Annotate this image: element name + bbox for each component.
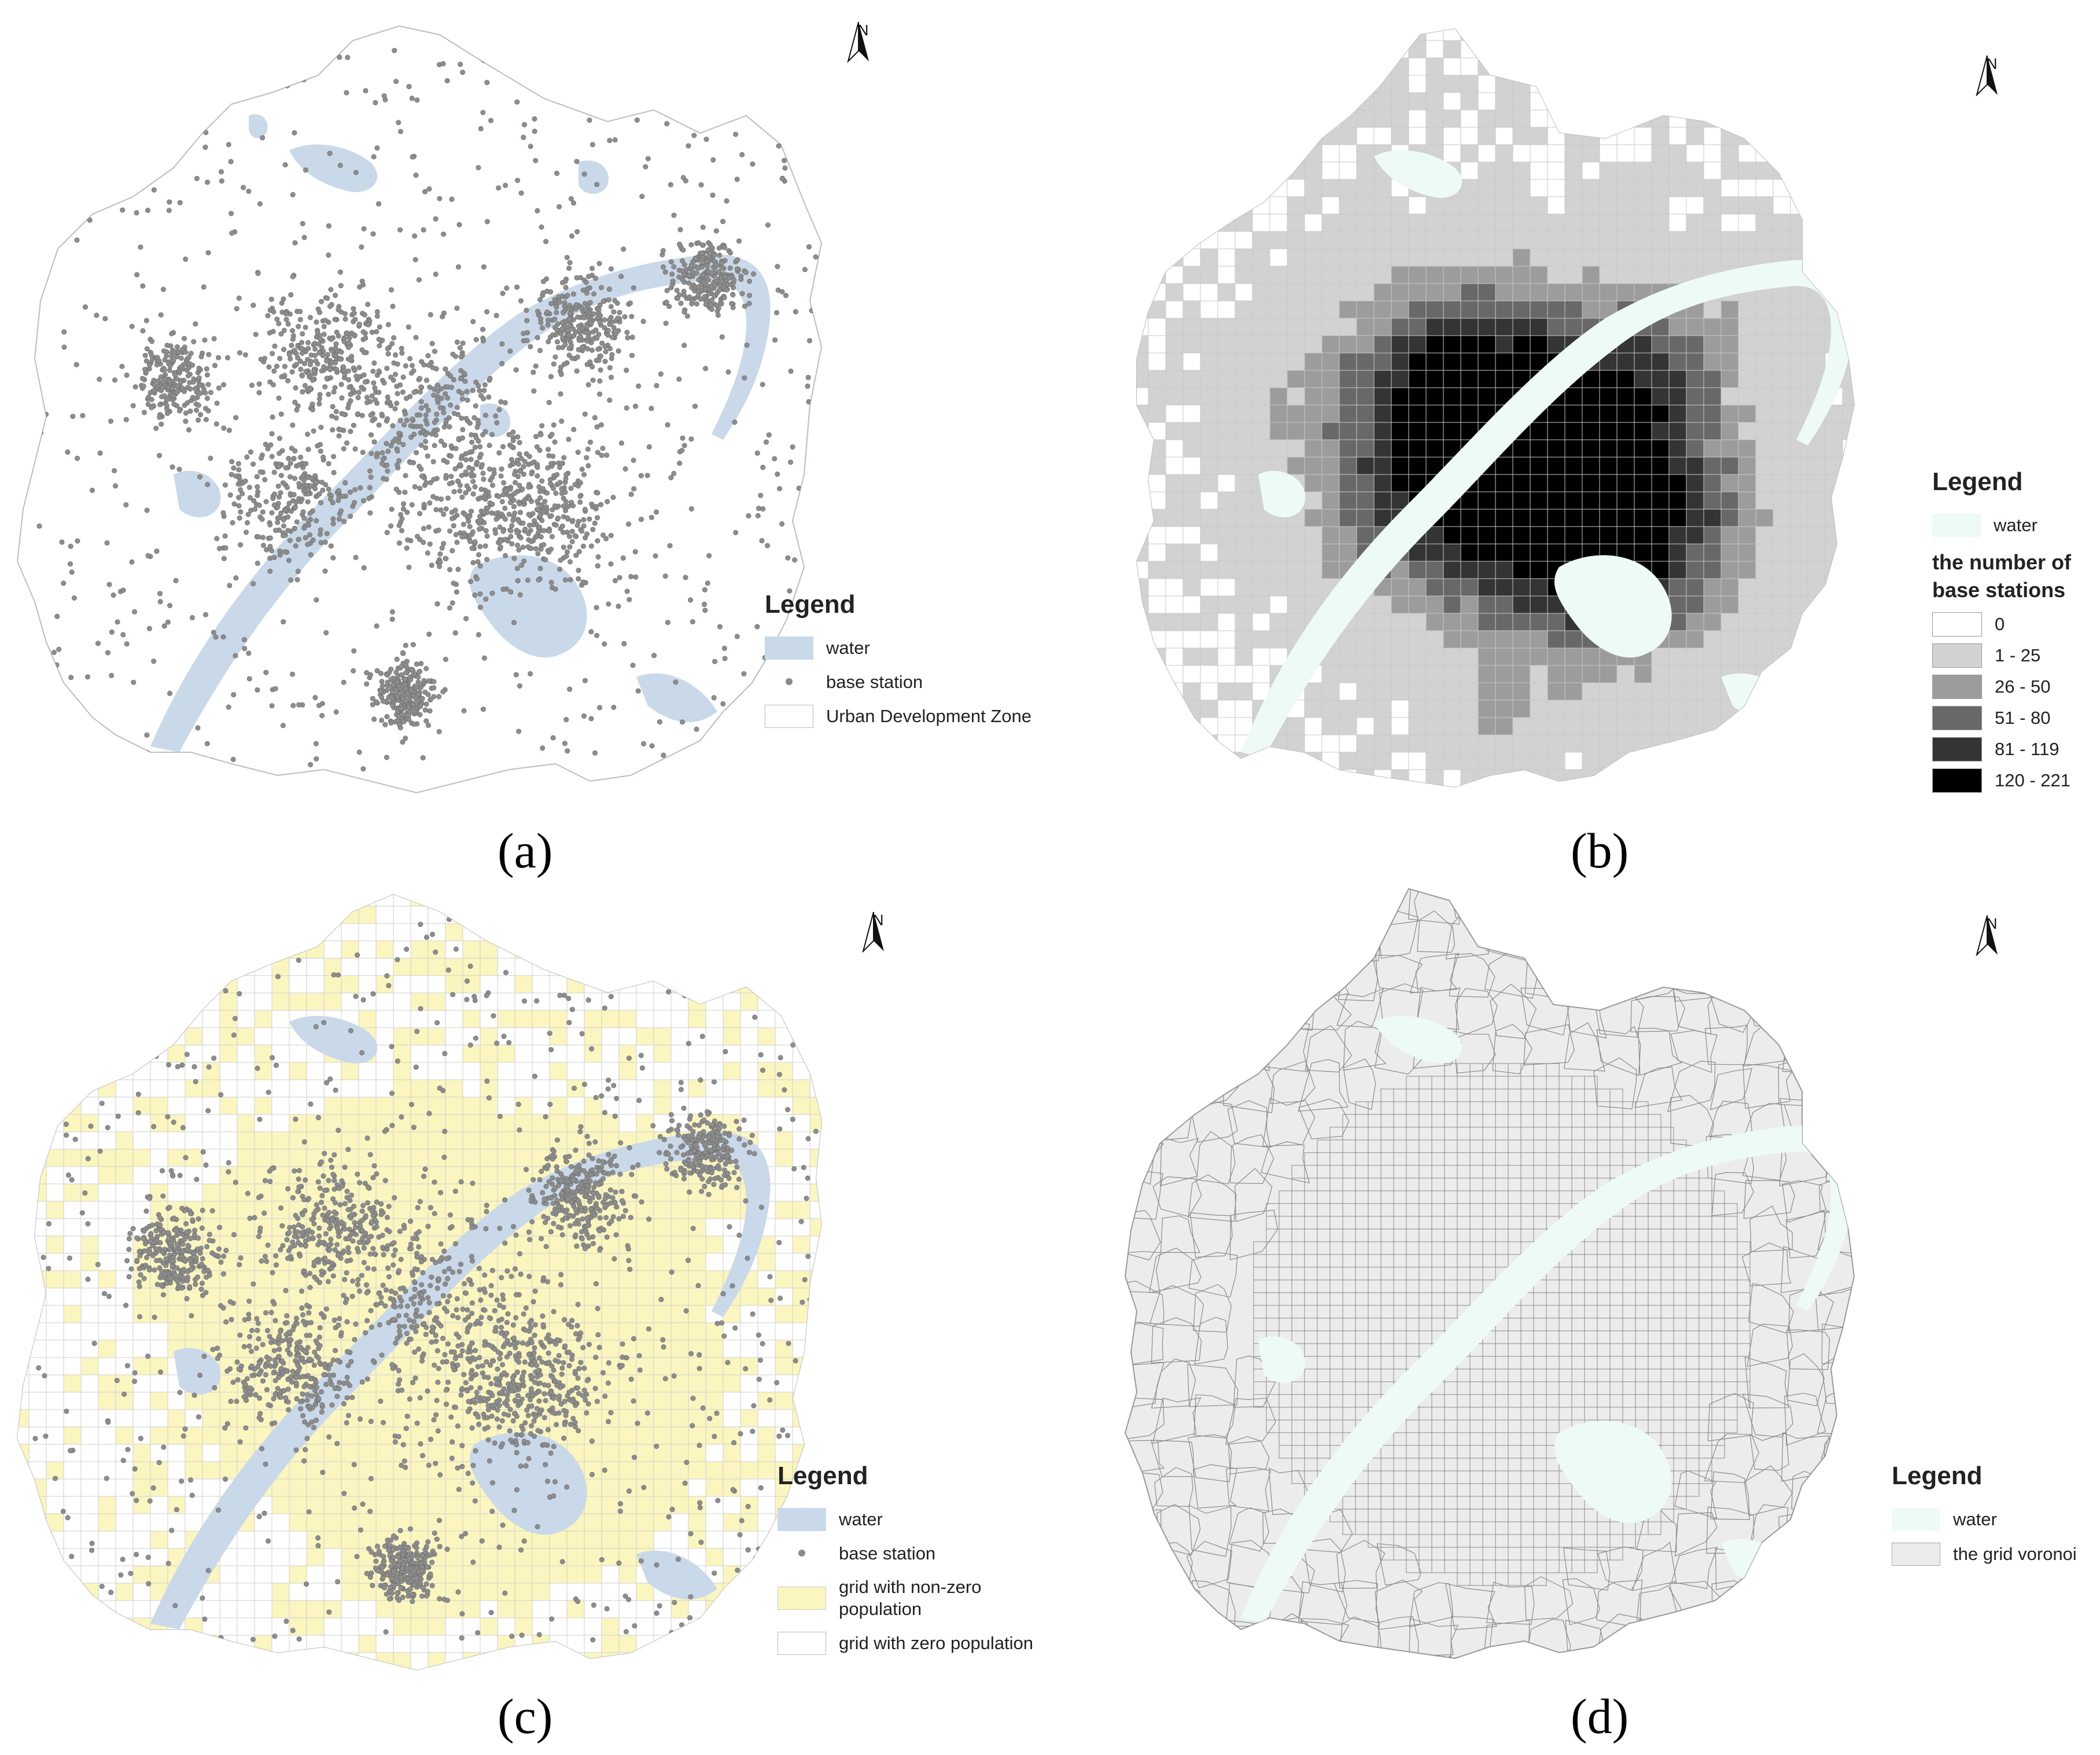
map-panel-d: N Legend water the grid voronoi (d) xyxy=(1050,877,2100,1755)
map-canvas-a xyxy=(17,25,822,793)
legend-class: 51 - 80 xyxy=(1932,706,2100,730)
legend-item-water: water xyxy=(1932,514,2100,537)
north-arrow-icon xyxy=(862,912,884,952)
legend-subtitle: the number of base stations xyxy=(1932,550,2071,602)
north-arrow-b: N xyxy=(1974,56,2009,96)
legend-item-grid-voronoi: the grid voronoi xyxy=(1892,1543,2077,1566)
legend-class: 0 xyxy=(1932,612,2100,636)
legend-title: Legend xyxy=(1932,468,2023,496)
caption-d: (d) xyxy=(1571,1688,1629,1744)
legend-item-water: water xyxy=(1892,1508,2077,1531)
legend-item-zero-grid: grid with zero population xyxy=(778,1632,1033,1655)
legend-item-water: water xyxy=(765,636,1031,660)
legend-title: Legend xyxy=(765,590,856,619)
map-panel-a: N Legend water base station Urban Develo… xyxy=(0,0,1050,878)
north-arrow-a: N xyxy=(846,22,880,62)
legend-item-urban-zone: Urban Development Zone xyxy=(765,705,1031,728)
legend-class: 81 - 119 xyxy=(1932,737,2100,761)
map-panel-c: N Legend water base station grid with no… xyxy=(0,877,1050,1755)
caption-b: (b) xyxy=(1571,823,1629,878)
legend-item-base-station: base station xyxy=(765,671,1031,693)
legend-b: Legend water the number of base stations… xyxy=(1932,468,2100,800)
water-c xyxy=(150,1016,771,1629)
legend-item-nonzero-grid: grid with non-zero population xyxy=(778,1576,1033,1620)
north-arrow-d: N xyxy=(1974,915,2009,956)
legend-item-base-station: base station xyxy=(778,1543,1033,1565)
caption-a: (a) xyxy=(498,823,553,878)
legend-title: Legend xyxy=(1892,1462,1983,1490)
north-arrow-icon xyxy=(1976,915,1998,956)
legend-item-water: water xyxy=(778,1508,1033,1531)
legend-d: Legend water the grid voronoi xyxy=(1892,1462,2077,1577)
legend-classes: 0 1 - 25 26 - 50 51 - 80 81 - 119 120 - … xyxy=(1932,612,2100,793)
map-canvas-c xyxy=(17,894,822,1671)
legend-class: 120 - 221 xyxy=(1932,768,2100,793)
legend-a: Legend water base station Urban Developm… xyxy=(765,590,1031,739)
legend-title: Legend xyxy=(778,1462,868,1490)
north-arrow-icon xyxy=(847,22,869,62)
map-canvas-b xyxy=(1136,28,1855,788)
map-canvas-d xyxy=(1125,888,1855,1659)
north-arrow-c: N xyxy=(861,912,896,952)
legend-class: 1 - 25 xyxy=(1932,643,2100,668)
legend-class: 26 - 50 xyxy=(1932,675,2100,699)
north-arrow-icon xyxy=(1976,56,1998,96)
base-station-points-c xyxy=(32,915,821,1643)
caption-c: (c) xyxy=(498,1688,553,1744)
map-panel-b: N Legend water the number of base statio… xyxy=(1050,0,2100,878)
legend-c: Legend water base station grid with non-… xyxy=(778,1462,1033,1666)
